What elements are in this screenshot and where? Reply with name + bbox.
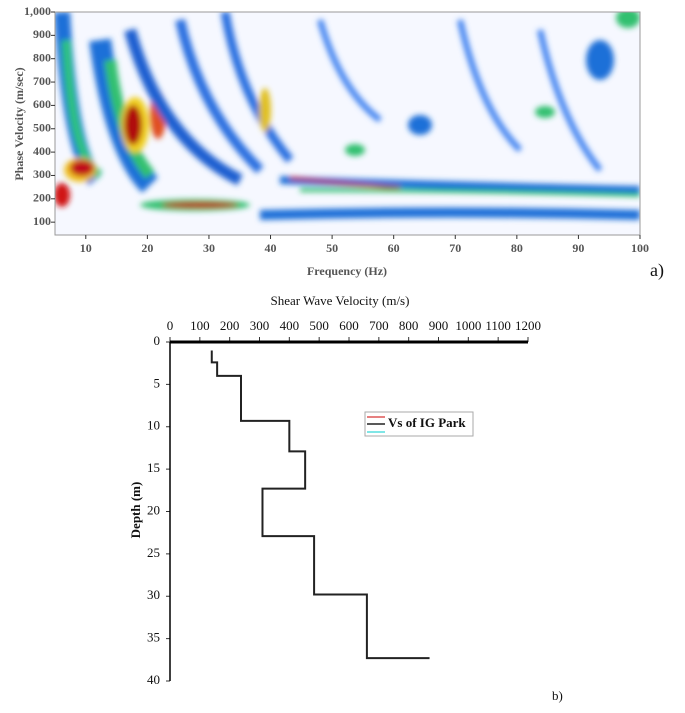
y-tick-label: 600 [33,97,51,111]
x-tick-label: 800 [399,318,419,333]
x-tick-label: 1200 [515,318,541,333]
x-tick-label: 1000 [455,318,481,333]
x-tick-label: 100 [631,241,649,255]
x-tick-label: 200 [220,318,240,333]
y-tick-label: 5 [154,375,161,390]
y-tick-label: 900 [33,27,51,41]
panel-label: b) [552,688,563,703]
x-tick-label: 80 [511,241,523,255]
y-tick-label: 1,000 [24,4,51,18]
panel-label: a) [650,260,664,281]
y-tick-label: 100 [33,214,51,228]
x-tick-label: 30 [203,241,215,255]
y-axis-label: Phase Velocity (m/sec) [12,67,26,180]
y-tick-label: 15 [147,460,160,475]
x-tick-label: 10 [80,241,92,255]
x-tick-label: 300 [250,318,270,333]
legend-label: Vs of IG Park [388,415,466,430]
y-tick-label: 800 [33,50,51,64]
y-tick-label: 200 [33,191,51,205]
y-tick-label: 0 [154,333,161,348]
x-tick-label: 100 [190,318,210,333]
chart-title: Shear Wave Velocity (m/s) [271,293,410,308]
y-tick-label: 40 [147,672,160,687]
y-tick-label: 35 [147,630,160,645]
vs-profile [210,350,430,660]
plot-frame [54,11,641,236]
x-tick-label: 1100 [485,318,511,333]
y-tick-label: 25 [147,545,160,560]
x-tick-label: 70 [449,241,461,255]
y-tick-label: 10 [147,418,160,433]
x-axis-label: Frequency (Hz) [307,264,387,278]
x-tick-label: 20 [141,241,153,255]
chart-a: Frequency (Hz) Phase Velocity (m/sec) a)… [12,4,664,281]
x-tick-label: 700 [369,318,389,333]
x-tick-label: 50 [326,241,338,255]
y-tick-label: 700 [33,74,51,88]
x-tick-label: 900 [429,318,449,333]
x-tick-label: 600 [339,318,359,333]
x-tick-label: 40 [265,241,277,255]
y-tick-label: 30 [147,587,160,602]
x-tick-label: 500 [309,318,329,333]
dispersion-image [55,12,640,220]
x-tick-label: 90 [572,241,584,255]
y-axis-label: Depth (m) [128,482,143,539]
y-tick-label: 20 [147,502,160,517]
y-tick-label: 300 [33,167,51,181]
chart-b: Shear Wave Velocity (m/s) Depth (m) b) 0… [128,293,563,703]
y-tick-label: 400 [33,144,51,158]
x-tick-label: 0 [167,318,174,333]
y-tick-label: 500 [33,121,51,135]
x-tick-label: 60 [388,241,400,255]
x-tick-label: 400 [280,318,300,333]
